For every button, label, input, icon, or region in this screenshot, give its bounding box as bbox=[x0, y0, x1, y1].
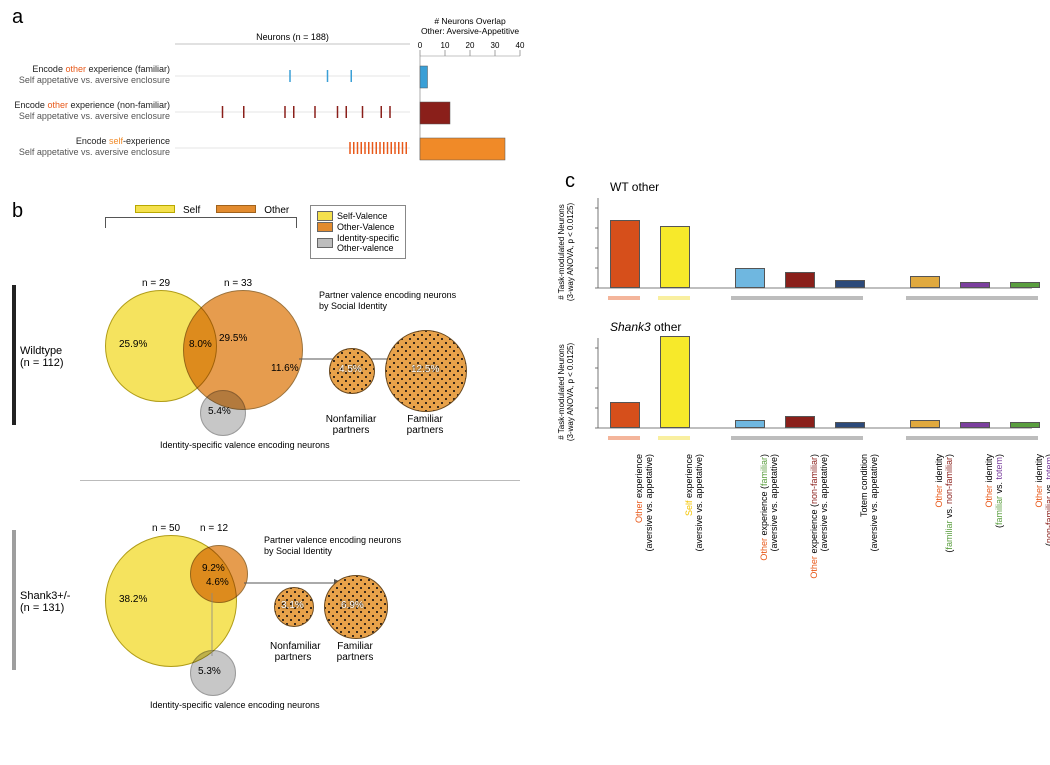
svg-text:10: 10 bbox=[441, 41, 450, 50]
svg-text:20: 20 bbox=[466, 41, 475, 50]
svg-text:0: 0 bbox=[418, 41, 423, 50]
bar bbox=[660, 226, 688, 288]
other-valence-circle bbox=[183, 290, 303, 410]
y-axis-label: # Task-modulated Neurons(3-way ANOVA, p … bbox=[557, 337, 575, 447]
other-label: Other bbox=[264, 205, 289, 216]
bar bbox=[835, 422, 863, 428]
panel-a: Neurons (n = 188) # Neurons OverlapOther:… bbox=[10, 10, 530, 180]
bar bbox=[735, 268, 763, 288]
svg-text:40: 40 bbox=[516, 41, 525, 50]
category-label: Other identity(non-familiar vs. totem) bbox=[1034, 454, 1050, 604]
group-underline bbox=[608, 436, 640, 440]
chart-title: WT other bbox=[610, 180, 1035, 194]
group-underline bbox=[906, 436, 1038, 440]
svg-text:30: 30 bbox=[491, 41, 500, 50]
panel-c: WT other # Task-modulated Neurons(3-way A… bbox=[560, 170, 1035, 730]
bar bbox=[1010, 282, 1038, 288]
group-label: Wildtype(n = 112) bbox=[20, 345, 64, 369]
category-label: Other identity(familiar vs. non-familiar… bbox=[934, 454, 954, 604]
svg-text:# Neurons Overlap: # Neurons Overlap bbox=[434, 16, 506, 26]
group-underline bbox=[731, 296, 863, 300]
svg-text:Neurons (n = 188): Neurons (n = 188) bbox=[256, 32, 329, 42]
category-label: Self experience(aversive vs. appetative) bbox=[684, 454, 704, 604]
panel-b: Self Other Self-ValenceOther-ValenceIdenti… bbox=[10, 195, 540, 735]
svg-text:Self appetative vs. aversive e: Self appetative vs. aversive enclosure bbox=[19, 75, 170, 85]
partner-title: Partner valence encoding neuronsby Socia… bbox=[319, 290, 456, 312]
group-underline bbox=[731, 436, 863, 440]
bar bbox=[785, 416, 813, 428]
partner-title: Partner valence encoding neuronsby Socia… bbox=[264, 535, 401, 557]
chart-title: Shank3 other bbox=[610, 320, 1035, 334]
bar bbox=[960, 282, 988, 288]
group-underline bbox=[608, 296, 640, 300]
svg-text:Other: Aversive-Appetitive: Other: Aversive-Appetitive bbox=[421, 26, 519, 36]
bar bbox=[910, 276, 938, 288]
category-label: Other experience(aversive vs. appetative… bbox=[634, 454, 654, 604]
group-underline bbox=[906, 296, 1038, 300]
category-label: Other experience (familiar)(aversive vs.… bbox=[759, 454, 779, 604]
bar bbox=[960, 422, 988, 428]
bar bbox=[785, 272, 813, 288]
group-underline bbox=[658, 296, 690, 300]
group-label: Shank3+/-(n = 131) bbox=[20, 590, 70, 614]
svg-text:Encode other experience (non-f: Encode other experience (non-familiar) bbox=[14, 100, 170, 110]
bar bbox=[835, 280, 863, 288]
legend-box: Self-ValenceOther-ValenceIdentity-specif… bbox=[310, 205, 406, 259]
bar bbox=[610, 402, 638, 428]
svg-text:Self appetative vs. aversive e: Self appetative vs. aversive enclosure bbox=[19, 111, 170, 121]
group-underline bbox=[658, 436, 690, 440]
bar bbox=[910, 420, 938, 428]
svg-text:Encode self-experience: Encode self-experience bbox=[76, 136, 170, 146]
y-axis-label: # Task-modulated Neurons(3-way ANOVA, p … bbox=[557, 197, 575, 307]
bar bbox=[610, 220, 638, 288]
bar bbox=[735, 420, 763, 428]
svg-text:Self appetative vs. aversive e: Self appetative vs. aversive enclosure bbox=[19, 147, 170, 157]
category-label: Other identity(familiar vs. totem) bbox=[984, 454, 1004, 604]
svg-text:Encode other experience (famil: Encode other experience (familiar) bbox=[32, 64, 170, 74]
bar bbox=[660, 336, 688, 428]
self-label: Self bbox=[183, 205, 200, 216]
category-label: Other experience (non-familiar)(aversive… bbox=[809, 454, 829, 604]
category-label: Totem condition(aversive vs. appetative) bbox=[859, 454, 879, 604]
bar bbox=[1010, 422, 1038, 428]
